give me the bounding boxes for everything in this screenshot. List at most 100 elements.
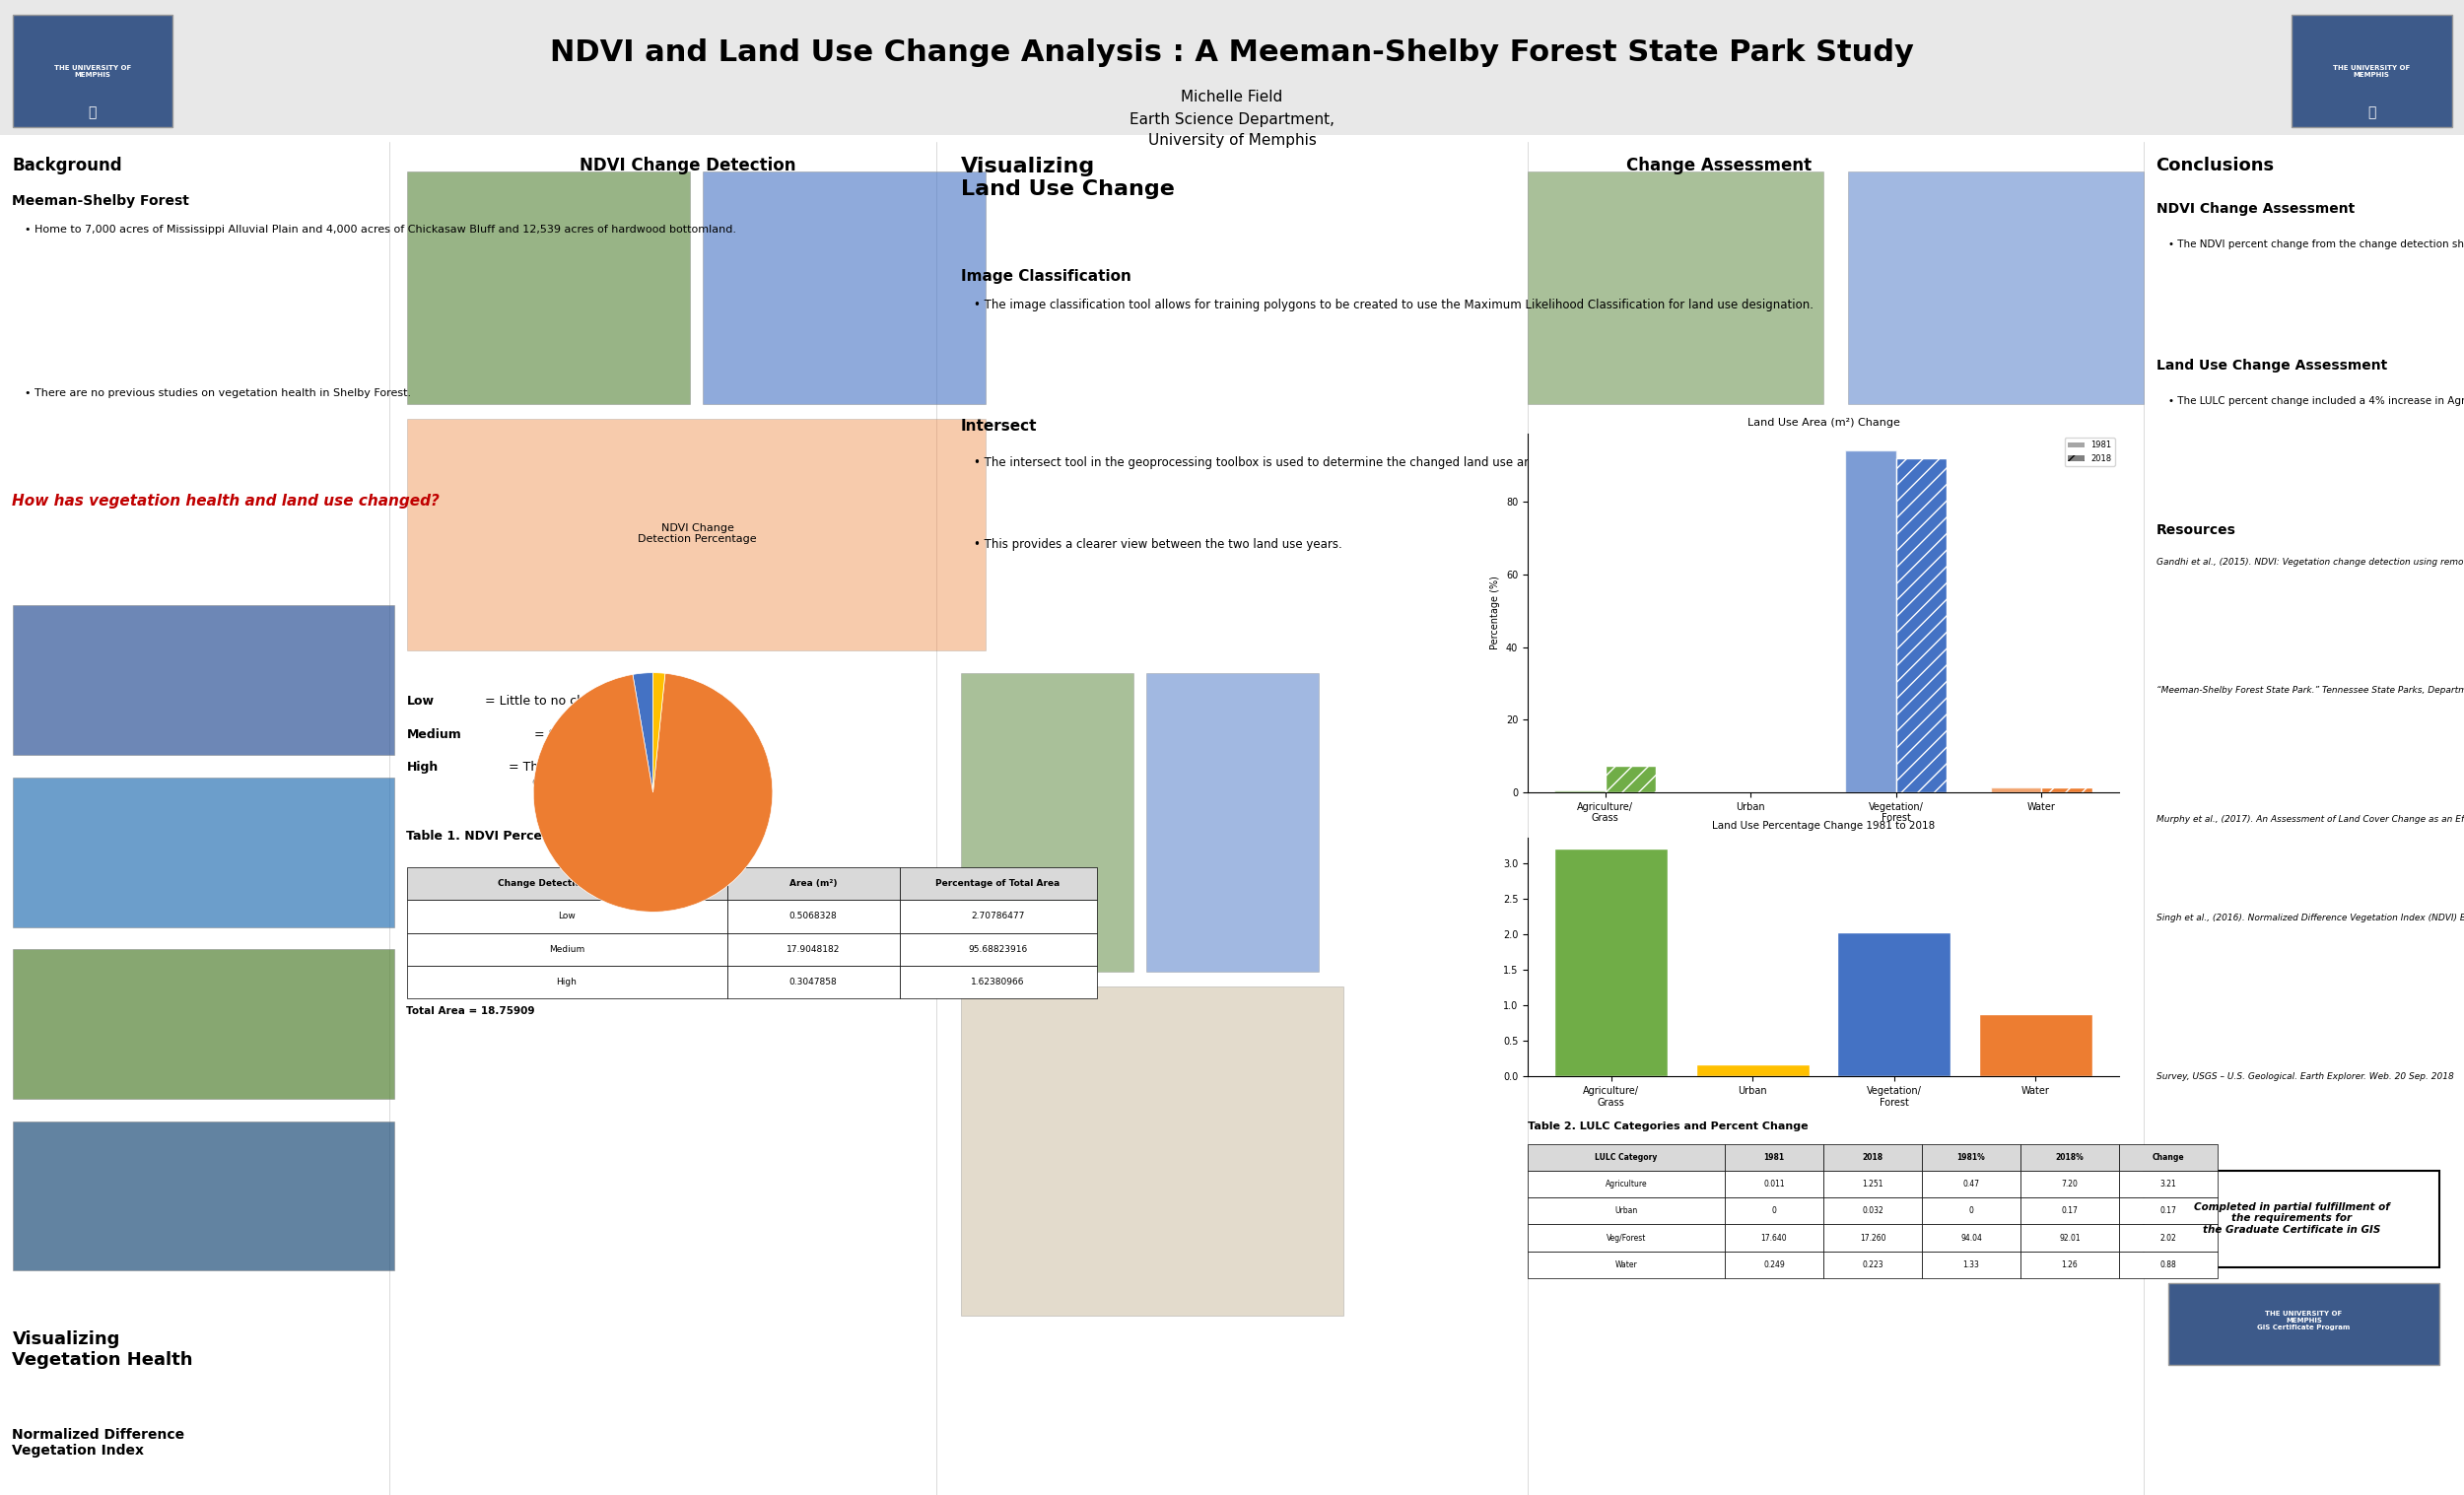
Text: • The image classification tool allows for training polygons to be created to us: • The image classification tool allows f…	[973, 299, 1814, 312]
FancyBboxPatch shape	[1848, 172, 2144, 404]
Bar	[1895, 457, 1947, 792]
Text: Gandhi et al., (2015). NDVI: Vegetation change detection using remote sensing an: Gandhi et al., (2015). NDVI: Vegetation …	[2156, 558, 2464, 567]
Text: NDVI Change
Detection Percentage: NDVI Change Detection Percentage	[638, 523, 756, 544]
Text: Table 2. LULC Categories and Percent Change: Table 2. LULC Categories and Percent Cha…	[1528, 1121, 1809, 1132]
FancyBboxPatch shape	[1823, 1224, 1922, 1251]
Text: Change Detection Category: Change Detection Category	[498, 879, 636, 888]
FancyBboxPatch shape	[1528, 1251, 1725, 1278]
FancyBboxPatch shape	[899, 966, 1096, 999]
FancyBboxPatch shape	[1823, 1197, 1922, 1224]
Text: Table 1. NDVI Percent Change: Table 1. NDVI Percent Change	[407, 830, 614, 843]
Bar	[1838, 933, 1951, 1076]
FancyBboxPatch shape	[1528, 1144, 1725, 1171]
FancyBboxPatch shape	[961, 673, 1133, 972]
Text: 0.011: 0.011	[1764, 1180, 1784, 1189]
Text: Water: Water	[1614, 1260, 1639, 1269]
FancyBboxPatch shape	[12, 15, 172, 127]
FancyBboxPatch shape	[899, 867, 1096, 900]
Text: High: High	[557, 978, 577, 987]
Text: 0.032: 0.032	[1863, 1206, 1882, 1215]
Y-axis label: Percentage (%): Percentage (%)	[1491, 576, 1501, 650]
FancyBboxPatch shape	[12, 777, 394, 927]
Text: NDVI and Land Use Change Analysis : A Meeman-Shelby Forest State Park Study: NDVI and Land Use Change Analysis : A Me…	[549, 37, 1915, 67]
Text: 94.04: 94.04	[1961, 1233, 1981, 1242]
Text: Earth Science Department,: Earth Science Department,	[1129, 112, 1335, 127]
Text: 0.17: 0.17	[2161, 1206, 2176, 1215]
FancyBboxPatch shape	[12, 949, 394, 1099]
Text: = Little to no change: = Little to no change	[480, 695, 616, 709]
Wedge shape	[633, 673, 653, 792]
FancyBboxPatch shape	[407, 933, 727, 966]
FancyBboxPatch shape	[2119, 1224, 2218, 1251]
Text: Conclusions: Conclusions	[2156, 157, 2274, 175]
Text: “Meeman-Shelby Forest State Park.” Tennessee State Parks, Department of Environm: “Meeman-Shelby Forest State Park.” Tenne…	[2156, 686, 2464, 695]
Text: Michelle Field: Michelle Field	[1180, 90, 1284, 105]
Text: 0.17: 0.17	[2062, 1206, 2077, 1215]
Text: • The intersect tool in the geoprocessing toolbox is used to determine the chang: • The intersect tool in the geoprocessin…	[973, 456, 1666, 469]
Bar	[2040, 788, 2092, 792]
Text: Agriculture: Agriculture	[1604, 1180, 1648, 1189]
Text: 7.20: 7.20	[2062, 1180, 2077, 1189]
Text: Urban: Urban	[1614, 1206, 1639, 1215]
Text: 17.640: 17.640	[1762, 1233, 1786, 1242]
FancyBboxPatch shape	[407, 419, 986, 650]
Text: Meeman-Shelby Forest: Meeman-Shelby Forest	[12, 194, 190, 208]
Text: Completed in partial fulfillment of
the requirements for
the Graduate Certificat: Completed in partial fulfillment of the …	[2193, 1202, 2390, 1235]
Title: Land Use Area (m²) Change: Land Use Area (m²) Change	[1747, 417, 1900, 428]
FancyBboxPatch shape	[1922, 1171, 2020, 1197]
FancyBboxPatch shape	[2119, 1144, 2218, 1171]
Text: 95.68823916: 95.68823916	[968, 945, 1027, 954]
Text: 2018%: 2018%	[2055, 1153, 2085, 1162]
Text: 3.21: 3.21	[2161, 1180, 2176, 1189]
Text: • The LULC percent change included a 4% increase in Agriculture/Grassland, a 2% : • The LULC percent change included a 4% …	[2168, 396, 2464, 407]
Text: = The area's vegetation health has
       changed significantly: = The area's vegetation health has chang…	[505, 761, 727, 788]
Text: THE UNIVERSITY OF
MEMPHIS: THE UNIVERSITY OF MEMPHIS	[54, 66, 131, 78]
FancyBboxPatch shape	[2020, 1224, 2119, 1251]
Text: 0: 0	[1772, 1206, 1777, 1215]
FancyBboxPatch shape	[1528, 1171, 1725, 1197]
Text: Change Assessment: Change Assessment	[1626, 157, 1811, 175]
Text: Survey, USGS – U.S. Geological. Earth Explorer. Web. 20 Sep. 2018: Survey, USGS – U.S. Geological. Earth Ex…	[2156, 1072, 2454, 1081]
Text: = Some change: = Some change	[530, 728, 633, 742]
Text: 0: 0	[1969, 1206, 1974, 1215]
Text: 0.47: 0.47	[1964, 1180, 1979, 1189]
FancyBboxPatch shape	[1528, 172, 1823, 404]
FancyBboxPatch shape	[1922, 1144, 2020, 1171]
FancyBboxPatch shape	[0, 0, 2464, 135]
Text: 1.33: 1.33	[1964, 1260, 1979, 1269]
Text: How has vegetation health and land use changed?: How has vegetation health and land use c…	[12, 493, 441, 508]
FancyBboxPatch shape	[407, 867, 727, 900]
Text: 0.5068328: 0.5068328	[788, 912, 838, 921]
Text: Total Area = 18.75909: Total Area = 18.75909	[407, 1006, 535, 1017]
Text: Low: Low	[557, 912, 577, 921]
FancyBboxPatch shape	[899, 900, 1096, 933]
Bar	[1979, 1014, 2092, 1076]
FancyBboxPatch shape	[1823, 1144, 1922, 1171]
FancyBboxPatch shape	[727, 867, 899, 900]
FancyBboxPatch shape	[1922, 1197, 2020, 1224]
Text: Medium: Medium	[549, 945, 584, 954]
Text: Background: Background	[12, 157, 123, 175]
Bar	[1695, 1064, 1809, 1076]
Text: 1.26: 1.26	[2062, 1260, 2077, 1269]
FancyBboxPatch shape	[1528, 1197, 1725, 1224]
Title: Land Use Percentage Change 1981 to 2018: Land Use Percentage Change 1981 to 2018	[1712, 821, 1934, 831]
Text: 92.01: 92.01	[2060, 1233, 2080, 1242]
Text: Visualizing
Land Use Change: Visualizing Land Use Change	[961, 157, 1175, 199]
Text: 1981: 1981	[1764, 1153, 1784, 1162]
Text: 2.70786477: 2.70786477	[971, 912, 1025, 921]
Bar	[1991, 788, 2040, 792]
Text: 1.62380966: 1.62380966	[971, 978, 1025, 987]
FancyBboxPatch shape	[2144, 1171, 2439, 1268]
FancyBboxPatch shape	[1922, 1251, 2020, 1278]
FancyBboxPatch shape	[2168, 1283, 2439, 1365]
Text: 🎓: 🎓	[2368, 105, 2375, 120]
Text: Change: Change	[2151, 1153, 2186, 1162]
Text: Normalized Difference
Vegetation Index: Normalized Difference Vegetation Index	[12, 1428, 185, 1458]
FancyBboxPatch shape	[727, 933, 899, 966]
Text: Image Classification: Image Classification	[961, 269, 1131, 284]
Bar	[1555, 849, 1668, 1076]
FancyBboxPatch shape	[2119, 1171, 2218, 1197]
Text: 17.9048182: 17.9048182	[786, 945, 840, 954]
Text: Intersect: Intersect	[961, 419, 1037, 434]
